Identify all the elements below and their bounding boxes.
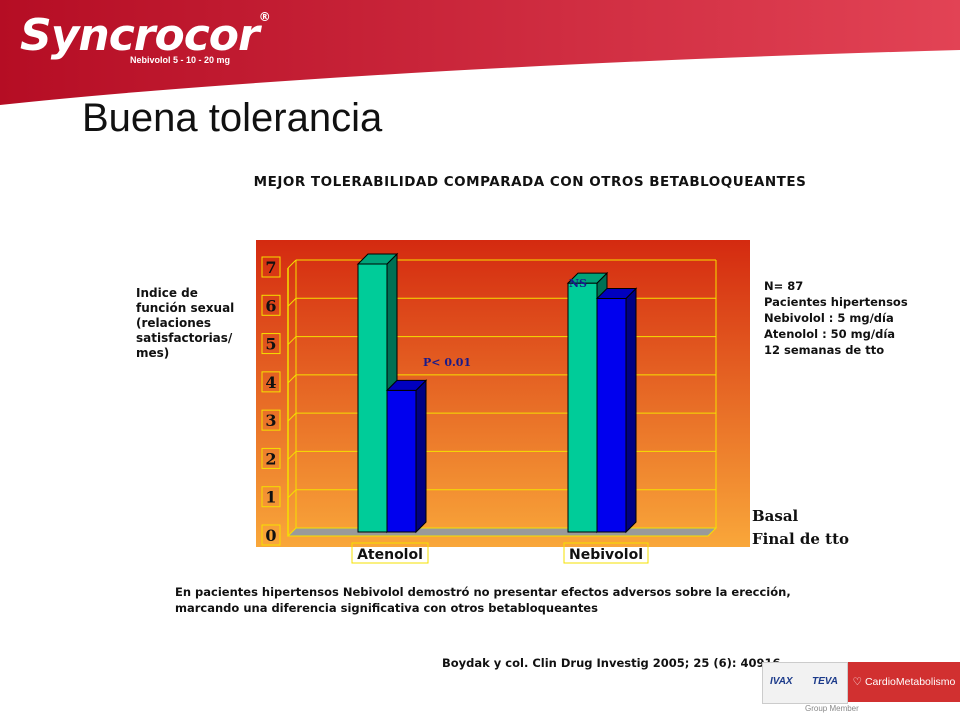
info-line: N= 87 (764, 279, 804, 293)
bar-nebivolol-0 (567, 282, 598, 533)
category-label: Atenolol (357, 547, 423, 563)
heart-icon: ♡ (852, 676, 865, 688)
chart-subtitle: MEJOR TOLERABILIDAD COMPARADA CON OTROS … (253, 174, 807, 190)
info-line: Pacientes hipertensos (764, 295, 908, 309)
footnote-line: marcando una diferencia significativa co… (175, 601, 598, 615)
gridline-side (287, 451, 297, 460)
info-line: 12 semanas de tto (764, 343, 885, 357)
footnote-line: En pacientes hipertensos Nebivolol demos… (175, 585, 791, 599)
gridline-side (287, 336, 297, 345)
bar-top (356, 253, 399, 265)
reference: Boydak y col. Clin Drug Investig 2005; 2… (442, 656, 781, 670)
y-tick-box (261, 524, 281, 546)
bar-side (625, 287, 637, 534)
page-title: Buena tolerancia (82, 96, 383, 140)
annotation: P< 0.01 (423, 356, 471, 369)
brand-logo: Syncrocor® (20, 10, 271, 61)
gridline-side (287, 259, 297, 269)
bar-top (595, 287, 638, 299)
info-line: Nebivolol : 5 mg/día (764, 311, 894, 325)
brand-cardiometabolismo: ♡ CardioMetabolismo (848, 662, 960, 702)
brand-teva: TEVA (812, 676, 838, 687)
brand-ivax: IVAX (770, 676, 793, 687)
category-label-box (351, 542, 429, 564)
y-tick-box (261, 256, 281, 278)
y-tick-box (261, 333, 281, 355)
bar-nebivolol-1 (596, 297, 627, 533)
y-tick-box (261, 447, 281, 469)
footnote: En pacientes hipertensos Nebivolol demos… (175, 584, 791, 616)
group-member-label: Group Member (805, 704, 859, 713)
y-tick-box (261, 294, 281, 316)
y-tick-box (261, 409, 281, 431)
y-tick-label: 0 (265, 526, 276, 545)
bar-atenolol-0 (357, 263, 388, 533)
gridline-side (287, 489, 297, 499)
info-line: Atenolol : 50 mg/día (764, 327, 896, 341)
header-swoosh (0, 0, 960, 105)
bar-atenolol-1 (386, 389, 417, 533)
y-tick-label: 6 (265, 296, 276, 315)
y-tick-label: 7 (265, 258, 276, 277)
study-info: N= 87 Pacientes hipertensos Nebivolol : … (764, 278, 908, 358)
category-label: Nebivolol (569, 547, 643, 563)
y-tick-label: 2 (265, 449, 276, 468)
y-tick-box (261, 486, 281, 508)
gridline-side (287, 374, 297, 384)
y-tick-label: 5 (265, 335, 276, 354)
gridline-side (287, 297, 297, 307)
bar-top (385, 379, 428, 391)
legend-final: Final de tto (752, 530, 850, 548)
gridline-side (287, 412, 297, 422)
chart-legend: Basal Final de tto (752, 505, 849, 551)
legend-basal: Basal (752, 507, 799, 525)
y-tick-label: 4 (265, 373, 276, 392)
y-tick-label: 1 (265, 488, 276, 507)
y-tick-box (261, 371, 281, 393)
annotation: NS (569, 277, 587, 290)
bar-top (566, 272, 609, 284)
chart-background (256, 240, 750, 547)
bar-side (415, 379, 427, 534)
y-axis-label: Indice de función sexual (relaciones sat… (136, 286, 235, 360)
header-banner: Syncrocor® Nebivolol 5 - 10 - 20 mg (0, 0, 960, 105)
y-tick-label: 3 (265, 411, 276, 430)
chart-floor (286, 527, 718, 537)
brand-logos (762, 662, 848, 704)
category-label-box (563, 542, 649, 564)
brand-sub: Nebivolol 5 - 10 - 20 mg (130, 55, 231, 65)
